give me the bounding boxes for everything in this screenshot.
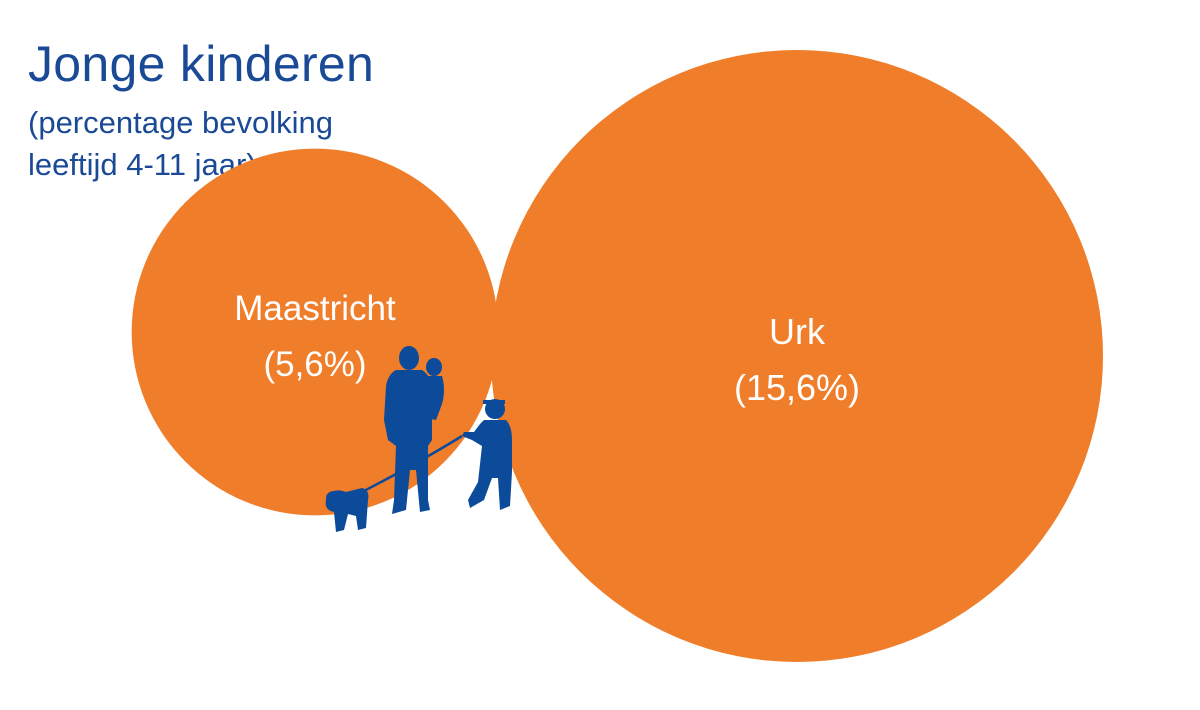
chart-title: Jonge kinderen [28, 36, 375, 92]
title-block: Jonge kinderen (percentage bevolking lee… [28, 30, 374, 186]
bubble-value-urk: (15,6%) [734, 367, 860, 408]
child-figure [462, 399, 512, 510]
bubble-labels-layer: Maastricht (5,6%) Urk (15,6%) [234, 289, 860, 408]
dog-figure [325, 488, 369, 532]
adult-figure [384, 346, 432, 514]
bubble-name-urk: Urk [769, 311, 826, 352]
family-walking-dog-silhouette [325, 346, 512, 532]
leash-line [361, 434, 463, 494]
toddler-figure [422, 358, 444, 420]
bubble-value-maastricht: (5,6%) [263, 345, 366, 384]
subtitle-line-1: (percentage bevolking [28, 105, 334, 140]
bubbles-layer [131, 50, 1103, 662]
bubble-maastricht [131, 148, 499, 516]
bubble-name-maastricht: Maastricht [234, 289, 396, 328]
bubble-urk [491, 50, 1103, 662]
